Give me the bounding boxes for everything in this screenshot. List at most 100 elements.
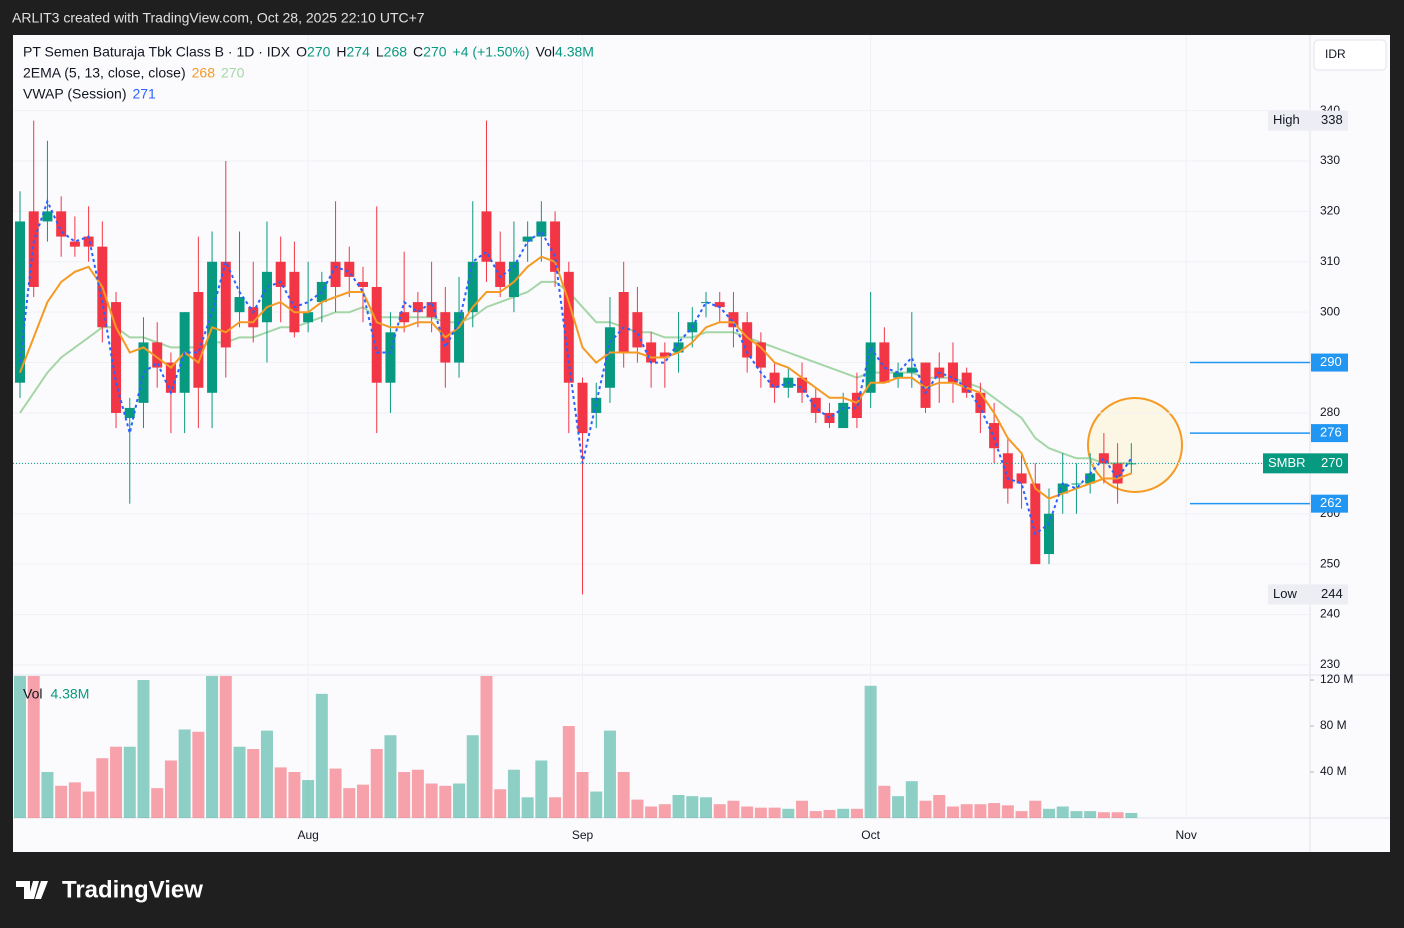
candle-body — [358, 281, 368, 287]
volume-bar — [878, 785, 891, 818]
chart-frame — [13, 35, 1390, 852]
logo-icon — [16, 881, 48, 899]
candle-body — [728, 312, 739, 328]
y-tick-label: 250 — [1320, 556, 1340, 570]
volume-bar — [960, 804, 973, 818]
volume-bar — [370, 749, 383, 818]
volume-bar — [713, 804, 726, 818]
last-price-badge — [1263, 453, 1348, 474]
candle-body — [975, 392, 986, 413]
ema-fast-line — [19, 255, 1132, 500]
candle-body — [618, 292, 629, 353]
vwap-line — [19, 198, 1133, 536]
candle-body — [646, 342, 657, 363]
candle-body — [289, 271, 300, 333]
last-price-symbol: SMBR — [1268, 455, 1306, 470]
candle-body — [1098, 453, 1109, 464]
volume-bar — [274, 767, 287, 818]
candle-body — [673, 342, 684, 353]
candle-body — [248, 307, 259, 328]
volume-bar — [686, 796, 699, 818]
candle-body — [755, 342, 766, 368]
candle-body — [1030, 483, 1041, 565]
legend-text: 4.38M — [555, 44, 594, 60]
legend-text: +4 (+1.50%) — [453, 44, 530, 60]
volume-bar — [672, 795, 685, 818]
volume-bar — [480, 676, 493, 818]
candle-body — [769, 372, 780, 388]
candle-body — [111, 302, 122, 413]
candle-body — [563, 271, 574, 383]
candle-body — [69, 241, 80, 247]
price-badge — [1311, 494, 1348, 513]
y-tick-label: 330 — [1320, 153, 1340, 167]
volume-bar — [1043, 808, 1055, 818]
currency[interactable]: IDR — [1325, 47, 1346, 61]
extreme-badge — [1268, 584, 1348, 605]
volume-bar — [507, 769, 520, 818]
candle-body — [454, 312, 465, 363]
volume-bar — [974, 804, 987, 818]
candle-body — [83, 236, 94, 247]
volume-bar — [823, 809, 836, 818]
x-tick-label: Nov — [1176, 828, 1197, 842]
volume-bar — [892, 796, 905, 818]
legend-text: H — [336, 44, 346, 60]
volume-bar — [384, 735, 397, 818]
volume-bars — [14, 676, 1138, 818]
volume-bar — [439, 785, 452, 818]
candle-body — [742, 322, 753, 358]
volume-bar — [137, 680, 150, 818]
volume-bar — [590, 791, 603, 818]
volume-bar — [988, 803, 1001, 818]
volume-bar — [206, 676, 219, 818]
y-tick-label: 230 — [1320, 657, 1340, 671]
legend-text: 271 — [132, 86, 156, 102]
y-tick-label: 280 — [1320, 405, 1340, 419]
candle-body — [124, 407, 135, 418]
volume-bar — [343, 788, 356, 818]
logo: TradingView — [16, 876, 203, 903]
candle-body — [893, 372, 904, 378]
candle-body — [1002, 453, 1013, 489]
volume-bar — [1015, 811, 1028, 818]
candle-body — [522, 236, 533, 242]
candle-body — [15, 221, 25, 383]
volume-bar — [27, 676, 40, 818]
extreme-label: High — [1273, 112, 1300, 127]
currency-button[interactable] — [1313, 39, 1387, 71]
candle-body — [1016, 473, 1027, 484]
volume-bar — [55, 785, 68, 818]
volume-bar — [110, 746, 123, 818]
volume-bar — [315, 693, 328, 818]
candle-body — [261, 271, 272, 323]
volume-bar — [494, 789, 507, 818]
legend-text: L — [376, 44, 384, 60]
volume-bar — [68, 782, 81, 818]
volume-bar — [288, 772, 301, 818]
candle-body — [879, 342, 890, 383]
legend-text: VWAP (Session) — [23, 86, 126, 102]
y-tick-label: 300 — [1320, 304, 1340, 318]
legend-text: Vol — [536, 44, 555, 60]
volume-tick-label: 40 M — [1320, 764, 1347, 778]
candle-body — [495, 261, 506, 287]
candle-body — [152, 342, 163, 368]
last-price-value: 270 — [1321, 455, 1343, 470]
candle-body — [824, 412, 835, 424]
volume-bar — [521, 797, 534, 818]
candle-body — [275, 261, 286, 287]
volume-bar — [219, 676, 232, 818]
top-bar: ARLIT3 created with TradingView.com, Oct… — [12, 10, 425, 26]
legend-text: O — [296, 44, 307, 60]
volume-bar — [1125, 812, 1138, 818]
legend-text: Vol — [23, 686, 42, 702]
candle-body — [371, 286, 382, 383]
volume-bar — [192, 731, 205, 818]
price-badge — [1311, 353, 1348, 372]
volume-bar — [357, 784, 369, 818]
volume-bar — [837, 808, 850, 818]
volume-bar — [123, 746, 136, 818]
candle-body — [604, 327, 615, 388]
